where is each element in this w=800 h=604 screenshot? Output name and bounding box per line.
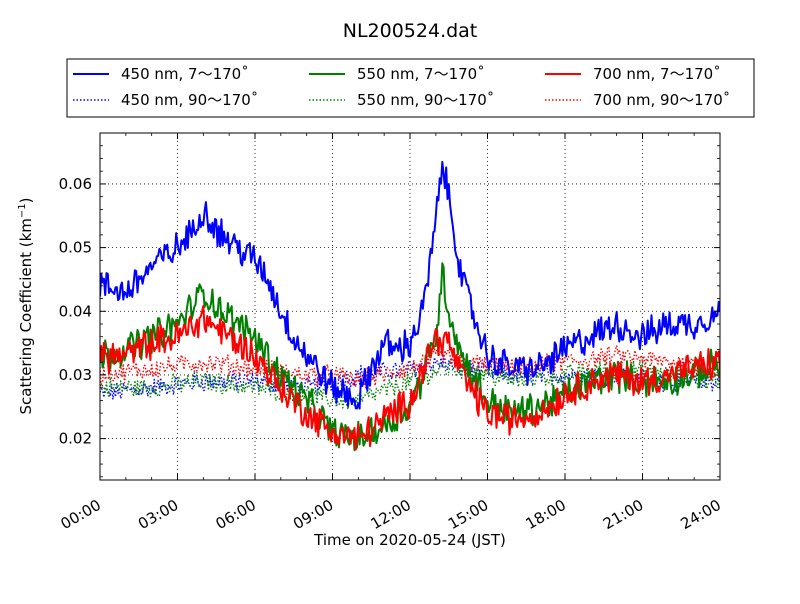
y-tick-label: 0.06 [59, 175, 92, 193]
legend-box [66, 58, 755, 118]
legend-label: 450 nm, 90～170˚ [121, 91, 258, 109]
x-tick-label: 21:00 [600, 496, 646, 533]
x-tick-label: 00:00 [58, 496, 104, 533]
x-axis-label: Time on 2020-05-24 (JST) [313, 531, 506, 549]
legend-label: 700 nm, 90～170˚ [593, 91, 730, 109]
legend: 450 nm, 7～170˚ 450 nm, 90～170˚ 550 nm, 7～1… [73, 65, 730, 109]
y-tick-label: 0.04 [59, 302, 92, 320]
legend-label: 700 nm, 7～170˚ [593, 65, 721, 83]
x-tick-label: 24:00 [678, 496, 724, 533]
x-tick-label: 06:00 [213, 496, 259, 533]
legend-label: 550 nm, 7～170˚ [357, 65, 485, 83]
grid [100, 133, 720, 480]
x-tick-label: 09:00 [290, 496, 336, 533]
series-line-6 [100, 344, 720, 390]
legend-label: 450 nm, 7～170˚ [121, 65, 249, 83]
series-line-1 [100, 160, 720, 410]
y-tick-label: 0.02 [59, 430, 92, 448]
ticks [99, 133, 721, 480]
y-axis-label-main: Scattering Coefficient (km [17, 218, 35, 414]
chart-title: NL200524.dat [343, 20, 478, 42]
series-line-5 [100, 305, 720, 451]
legend-label: 550 nm, 90～170˚ [357, 91, 494, 109]
y-axis-label-close: ) [17, 197, 35, 203]
x-tick-labels: 00:00 03:00 06:00 09:00 12:00 15:00 18:00 21:00… [58, 496, 724, 533]
x-tick-label: 12:00 [368, 496, 414, 533]
y-tick-label: 0.05 [59, 239, 92, 257]
y-axis-label-sup: −1 [17, 203, 28, 218]
x-tick-label: 15:00 [445, 496, 491, 533]
y-axis-label: Scattering Coefficient (km−1) [17, 197, 35, 414]
y-tick-label: 0.03 [59, 366, 92, 384]
y-tick-labels: 0.02 0.03 0.04 0.05 0.06 [59, 175, 92, 448]
series-layer [100, 160, 720, 452]
x-tick-label: 03:00 [135, 496, 181, 533]
x-tick-label: 18:00 [523, 496, 569, 533]
